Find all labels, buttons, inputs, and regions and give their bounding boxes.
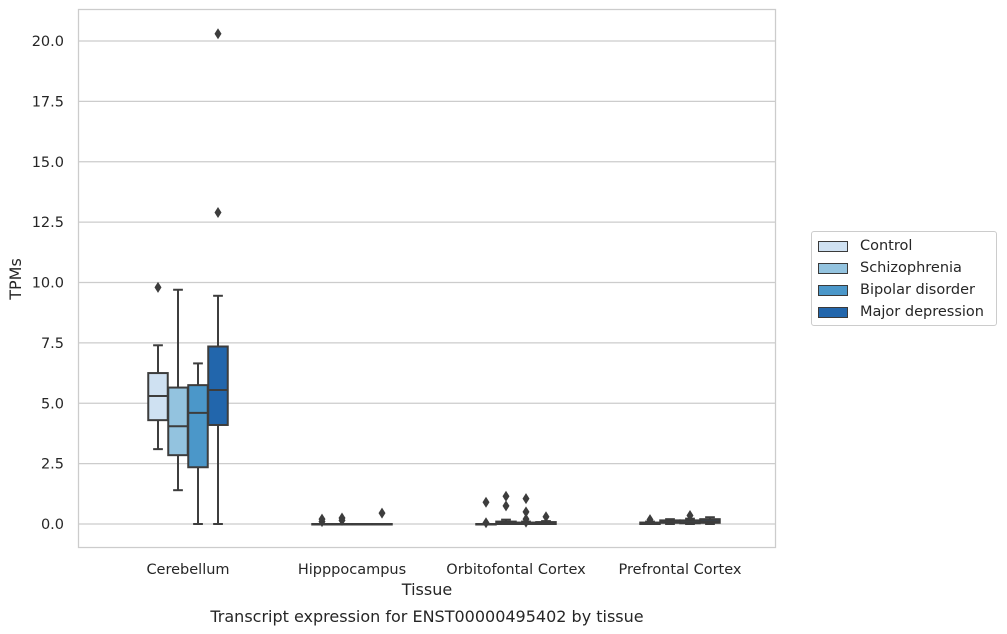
box-schizophrenia-2 [495,490,517,526]
outlier-point [482,517,490,529]
y-tick-label: 2.5 [41,457,64,473]
y-tick-label: 7.5 [41,336,64,352]
box-bipolar-disorder-2 [515,493,537,528]
outlier-point [522,493,530,505]
outlier-point [502,500,510,512]
legend-swatch [818,306,848,318]
box-major-depression-1 [371,507,393,526]
outlier-point [502,490,510,502]
outlier-point [522,516,530,528]
x-tick-labels: Cerebellum Hipppocampus Orbitofontal Corte… [146,562,741,578]
box-major-depression-0 [207,28,229,525]
outlier-point [214,206,222,218]
box-bipolar-disorder-0 [187,362,209,525]
legend-label: Schizophrenia [860,260,962,276]
outlier-point [646,514,654,526]
outlier-point [154,281,162,293]
x-tick-label: Prefrontal Cortex [619,562,742,578]
box-bipolar-disorder-3 [679,510,701,525]
legend-item: Major depression [818,302,984,322]
box-control-1 [311,513,333,528]
y-tick-label: 15.0 [32,155,64,171]
box-schizophrenia-3 [659,518,681,525]
box-major-depression-2 [535,511,557,525]
legend-item: Control [818,236,912,256]
outlier-point [542,511,550,523]
outlier-point [686,510,694,522]
legend-swatch [818,240,848,252]
legend-item: Bipolar disorder [818,280,975,300]
y-axis-label: TPMs [6,258,25,301]
box-body [167,386,189,457]
legend-label: Control [860,238,913,254]
outlier-point [318,513,326,525]
boxes [147,28,721,529]
outlier-point [482,496,490,508]
box-schizophrenia-0 [167,288,189,492]
box-control-2 [475,496,497,529]
legend-item: Schizophrenia [818,258,962,278]
y-tick-labels: 0.0 2.5 5.0 7.5 10.0 12.5 15.0 17.5 20.0 [32,34,64,533]
outlier-point [378,507,386,519]
box-major-depression-3 [699,516,721,525]
outlier-point [522,506,530,518]
box-body [207,345,229,426]
y-tick-label: 20.0 [32,34,64,50]
legend-label: Major depression [860,304,984,320]
box-body [187,384,209,469]
legend-label: Bipolar disorder [860,282,975,298]
y-tick-label: 17.5 [32,94,64,110]
box-control-0 [147,281,169,451]
y-tick-label: 10.0 [32,276,64,292]
y-tick-label: 0.0 [41,517,64,533]
outlier-point [338,512,346,524]
box-control-3 [639,514,661,526]
chart-caption: Transcript expression for ENST0000049540… [209,607,643,626]
box-schizophrenia-1 [331,512,353,526]
y-tick-label: 12.5 [32,215,64,231]
x-tick-label: Orbitofontal Cortex [446,562,586,578]
outlier-point [214,28,222,40]
x-tick-label: Cerebellum [146,562,229,578]
y-tick-label: 5.0 [41,396,64,412]
legend-swatch [818,284,848,296]
legend: Control Schizophrenia Bipolar disorder Majo… [811,231,997,326]
x-axis-label: Tissue [401,580,452,599]
legend-swatch [818,262,848,274]
plot-frame [77,8,777,549]
x-tick-label: Hipppocampus [298,562,406,578]
box-bipolar-disorder-1 [351,523,373,526]
